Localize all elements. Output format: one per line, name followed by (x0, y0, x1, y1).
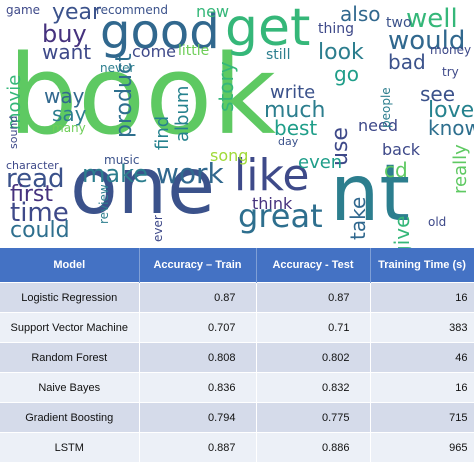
table-row: Gradient Boosting 0.794 0.775 715 (0, 402, 474, 433)
cloud-word-even: even (298, 152, 343, 173)
cloud-word-could: could (10, 218, 70, 243)
model-name: Gradient Boosting (0, 402, 140, 433)
cloud-word-recommend: recommend (96, 3, 168, 17)
table-header-row: Model Accuracy – Train Accuracy - Test T… (0, 248, 474, 283)
cloud-word-good: good (100, 4, 220, 60)
header-model: Model (0, 248, 140, 283)
cloud-word-sound: sound (7, 115, 20, 149)
cloud-word-find: find (152, 115, 173, 150)
cloud-word-day: day (278, 135, 299, 148)
training-time: 715 (370, 402, 474, 433)
cloud-word-work: work (156, 157, 224, 190)
results-table: Model Accuracy – Train Accuracy - Test T… (0, 248, 474, 462)
accuracy-train: 0.87 (139, 282, 257, 313)
cloud-word-take: take (346, 196, 370, 240)
accuracy-test: 0.775 (256, 402, 371, 433)
cloud-word-ever: ever (151, 215, 165, 242)
cloud-word-give: give (390, 215, 414, 248)
cloud-word-people: people (379, 87, 393, 128)
header-accuracy-test: Accuracy - Test (256, 248, 371, 283)
cloud-word-need: need (358, 116, 398, 135)
cloud-word-time: time (10, 198, 69, 228)
cloud-word-story: story (214, 61, 238, 112)
cloud-word-love: love (428, 98, 474, 123)
cloud-word-never: never (100, 61, 135, 75)
model-name: Logistic Regression (0, 282, 140, 313)
cloud-word-bad: bad (388, 50, 426, 74)
model-name: Naive Bayes (0, 372, 140, 403)
cloud-word-song: song (210, 146, 249, 165)
accuracy-train: 0.707 (139, 312, 257, 343)
cloud-word-little: little (178, 43, 210, 59)
cloud-word-write: write (270, 82, 316, 103)
cloud-word-get: get (225, 0, 311, 58)
cloud-word-game: game (6, 3, 41, 17)
header-training-time: Training Time (s) (370, 248, 474, 283)
cloud-word-try: try (442, 65, 459, 79)
table-row: Support Vector Machine 0.707 0.71 383 (0, 312, 474, 343)
accuracy-test: 0.832 (256, 372, 371, 403)
cloud-word-music: music (104, 153, 140, 167)
cloud-word-want: want (42, 40, 92, 64)
cloud-word-go: go (334, 62, 359, 86)
cloud-word-see: see (420, 82, 456, 106)
cloud-word-book: book (8, 31, 277, 159)
cloud-word-new: new (196, 2, 230, 21)
cloud-word-buy: buy (42, 20, 87, 48)
accuracy-test: 0.802 (256, 342, 371, 373)
training-time: 16 (370, 282, 474, 313)
table-row: Naive Bayes 0.836 0.832 16 (0, 372, 474, 403)
cloud-word-really: really (450, 144, 471, 194)
cloud-word-much: much (264, 98, 326, 123)
training-time: 16 (370, 372, 474, 403)
cloud-word-back: back (382, 140, 421, 159)
cloud-word-know: know (428, 116, 474, 140)
accuracy-test: 0.87 (256, 282, 371, 313)
cloud-word-great: great (238, 197, 323, 235)
cloud-word-one: one (70, 142, 216, 232)
cloud-word-would: would (388, 26, 466, 56)
table-row: Logistic Regression 0.87 0.87 16 (0, 282, 474, 313)
accuracy-test: 0.71 (256, 312, 371, 343)
header-accuracy-train: Accuracy – Train (139, 248, 257, 283)
training-time: 965 (370, 432, 474, 462)
model-name: Support Vector Machine (0, 312, 140, 343)
cloud-word-nt: nt (330, 149, 411, 239)
model-name: Random Forest (0, 342, 140, 373)
cloud-word-make: make (82, 160, 148, 188)
word-cloud: book good get one nt like great work make time rea… (4, 0, 474, 248)
training-time: 383 (370, 312, 474, 343)
training-time: 46 (370, 342, 474, 373)
cloud-word-thing: thing (318, 21, 355, 37)
cloud-word-read: read (6, 164, 65, 194)
cloud-word-look: look (318, 40, 364, 65)
accuracy-train: 0.887 (139, 432, 257, 462)
model-name: LSTM (0, 432, 140, 462)
accuracy-train: 0.794 (139, 402, 257, 433)
table-row: Random Forest 0.808 0.802 46 (0, 342, 474, 373)
cloud-word-old: old (428, 215, 447, 229)
cloud-word-money: money (430, 43, 472, 57)
cloud-word-come: come (132, 42, 177, 61)
cloud-word-cd: cd (384, 158, 408, 182)
table-row: LSTM 0.887 0.886 965 (0, 432, 474, 462)
cloud-word-year: year (52, 0, 102, 25)
accuracy-test: 0.886 (256, 432, 371, 462)
cloud-word-say: say (52, 102, 87, 126)
cloud-word-first: first (10, 182, 53, 207)
accuracy-train: 0.808 (139, 342, 257, 373)
cloud-word-well: well (406, 4, 458, 34)
cloud-word-like: like (234, 150, 310, 201)
cloud-word-album: album (172, 85, 193, 142)
cloud-word-many: many (52, 121, 86, 135)
cloud-word-think: think (252, 194, 293, 213)
cloud-word-way: way (44, 84, 85, 108)
cloud-word-review: review (97, 184, 111, 224)
cloud-word-also: also (340, 2, 381, 26)
cloud-word-best: best (274, 116, 318, 140)
cloud-word-character: character (6, 159, 59, 172)
cloud-word-still: still (266, 47, 291, 63)
cloud-word-two: two (386, 15, 412, 31)
accuracy-train: 0.836 (139, 372, 257, 403)
